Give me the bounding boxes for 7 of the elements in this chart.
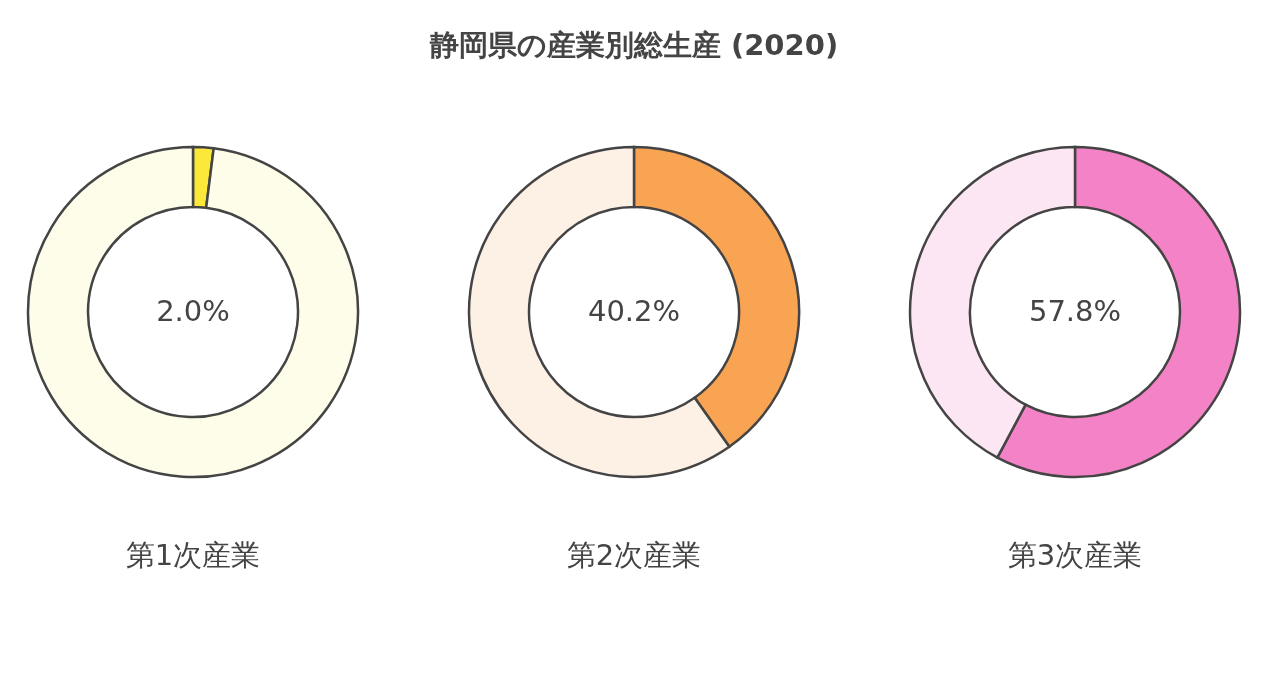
data-label: 57.8% — [1028, 294, 1122, 328]
data-label: 2.0% — [156, 294, 230, 328]
text: 静岡県の産業別総生産 (2020) — [428, 28, 839, 62]
data-label: 40.2% — [587, 294, 681, 328]
text: 第2次産業 — [566, 538, 702, 572]
text: 第3次産業 — [1007, 538, 1143, 572]
text: 第1次産業 — [125, 538, 261, 572]
